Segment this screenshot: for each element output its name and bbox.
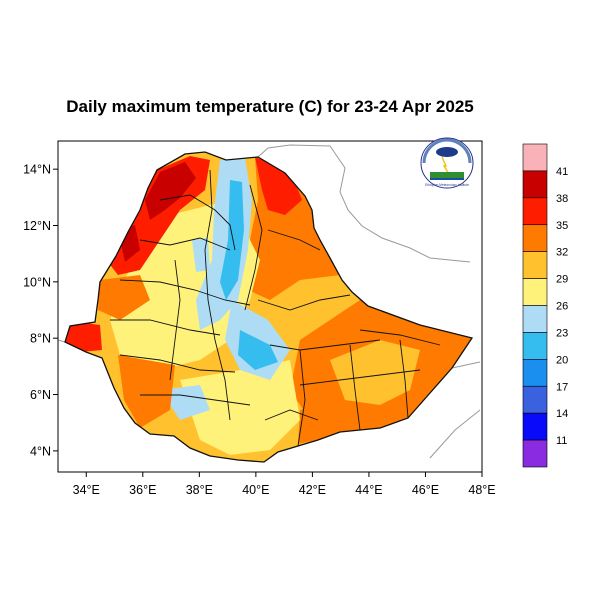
colorbar-swatch (522, 278, 548, 306)
admin-line-1 (159, 194, 236, 251)
colorbar-swatch (522, 197, 548, 226)
colorbar-label: 26 (556, 301, 568, 313)
colorbar-label: 17 (556, 381, 568, 393)
colorbar-swatch (522, 251, 548, 279)
admin-line-8 (204, 169, 231, 421)
colorbar-swatch (522, 385, 548, 414)
bale-blue (238, 330, 278, 370)
west-border-line (58, 339, 66, 343)
colorbar-swatch (522, 332, 548, 360)
x-axis: 34°E 36°E 38°E 40°E 42°E 44°E 46°E 48°E (73, 472, 496, 497)
colorbar-label: 11 (556, 435, 567, 447)
central-highland-blue (220, 180, 244, 300)
cloud-icon (436, 147, 458, 157)
colorbar-label: 23 (556, 327, 568, 339)
y-tick-label: 12°N (23, 219, 51, 233)
logo-text: Ethiopian Meteorology Institute (425, 183, 469, 187)
x-tick-label: 34°E (73, 483, 100, 497)
admin-line-11 (257, 294, 351, 311)
colorbar-label: 20 (556, 354, 568, 366)
colorbar-swatch (522, 412, 548, 441)
x-tick-label: 46°E (412, 483, 439, 497)
colorbar-swatch (522, 170, 548, 199)
y-axis: 14°N 12°N 10°N 8°N 6°N 4°N (23, 163, 58, 458)
y-tick-label: 10°N (23, 275, 51, 289)
admin-line-5 (119, 354, 236, 373)
south-highland-cool-zone (180, 360, 300, 455)
y-tick-label: 4°N (30, 444, 51, 458)
map-frame (57, 140, 483, 473)
admin-line-18 (264, 409, 319, 421)
x-tick-label: 40°E (242, 483, 269, 497)
colorbar-legend: 41 38 35 32 29 26 23 20 17 14 11 (522, 143, 568, 468)
east-border-line (451, 361, 481, 369)
admin-line-4 (110, 319, 221, 336)
southeast-mild-patch (330, 340, 420, 405)
admin-line-9 (244, 184, 263, 311)
y-tick-label: 8°N (30, 332, 51, 346)
admin-line-12 (269, 339, 381, 351)
admin-line-14 (359, 329, 441, 346)
south-warm-patch (298, 400, 345, 444)
benishangul-warm-zone (98, 275, 150, 320)
admin-line-13 (299, 369, 421, 386)
colorbar-label: 29 (556, 274, 568, 286)
admin-line-15 (297, 349, 306, 447)
west-very-hot-zone (145, 162, 196, 220)
colorbar-label: 32 (556, 247, 568, 259)
x-tick-label: 48°E (468, 483, 495, 497)
admin-line-10 (267, 229, 321, 251)
colorbar-swatch (522, 224, 548, 252)
colorbar-label: 38 (556, 193, 568, 205)
admin-line-17 (399, 339, 409, 419)
landscape-icon (430, 172, 464, 178)
admin-line-6 (140, 394, 251, 406)
colorbar-swatch (522, 305, 548, 333)
colorbar-swatch (522, 359, 548, 387)
x-tick-label: 36°E (129, 483, 156, 497)
admin-line-7 (169, 259, 181, 381)
lightning-icon (441, 156, 450, 175)
kenya-somalia-line (429, 409, 481, 459)
admin-boundaries (64, 151, 474, 463)
admin-line-2 (139, 237, 231, 251)
colorbar-swatch (522, 143, 548, 172)
ethiopian-meteorology-institute-logo: Ethiopian Meteorology Institute (420, 137, 474, 189)
x-tick-label: 42°E (299, 483, 326, 497)
admin-line-3 (119, 279, 251, 306)
colorbar-label: 35 (556, 220, 568, 232)
colorbar-swatch (522, 439, 548, 468)
colorbar-label: 14 (556, 408, 568, 420)
chart-title: Daily maximum temperature (C) for 23-24 … (66, 97, 474, 116)
eritrea-coast-line (257, 144, 471, 263)
colorbar-label: 41 (556, 166, 568, 178)
admin-line-16 (349, 344, 361, 431)
gambella-hot-zone (65, 320, 102, 352)
x-tick-label: 44°E (355, 483, 382, 497)
y-tick-label: 6°N (30, 388, 51, 402)
southwest-light-blue (160, 385, 210, 420)
southwest-warm-zone (118, 355, 175, 428)
x-tick-label: 38°E (186, 483, 213, 497)
y-tick-label: 14°N (23, 163, 51, 177)
